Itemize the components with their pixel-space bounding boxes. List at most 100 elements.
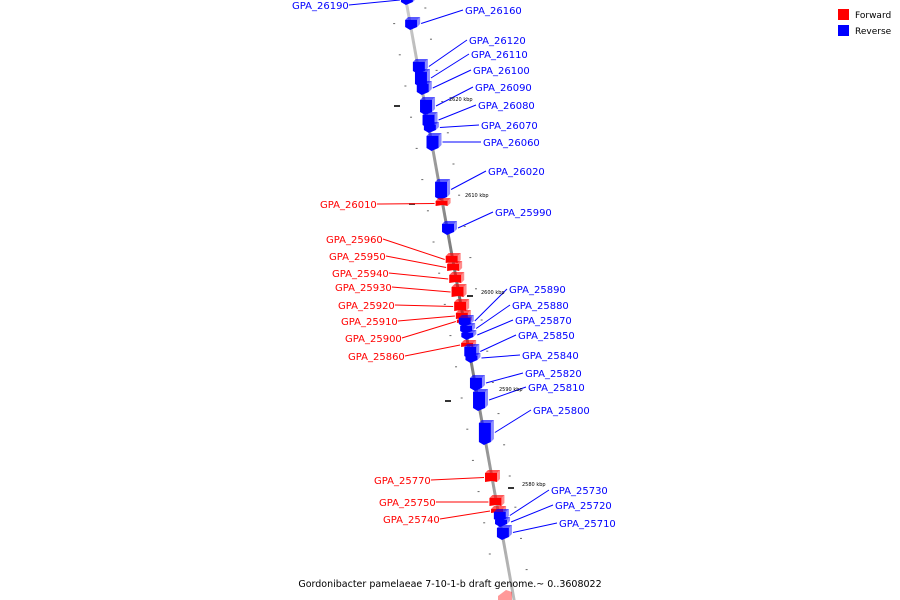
gene-feature[interactable] [423, 122, 439, 133]
gene-top-face [496, 525, 512, 528]
gene-label[interactable]: GPA_26100 [473, 66, 530, 77]
gene-label[interactable]: GPA_26010 [320, 200, 377, 211]
gene-label[interactable]: GPA_25960 [326, 235, 383, 246]
gene-feature[interactable] [451, 284, 467, 297]
gene-feature[interactable] [442, 221, 458, 235]
gene-side-face [466, 299, 470, 311]
gene-label[interactable]: GPA_25840 [522, 351, 579, 362]
gene-label[interactable]: GPA_25990 [495, 208, 552, 219]
gene-feature[interactable] [478, 420, 494, 445]
gene-side-face [424, 59, 428, 71]
gene-leader-line [404, 344, 461, 357]
gene-feature[interactable] [473, 389, 489, 411]
kbp-markers: 2620 kbp 2610 kbp 2600 kbp 2590 kbp 2580… [449, 97, 546, 488]
legend-label-forward: Forward [855, 11, 891, 21]
gene-feature[interactable] [405, 17, 421, 30]
gene-label[interactable]: GPA_26020 [488, 167, 545, 178]
gene-side-face [485, 389, 489, 408]
gene-body [465, 356, 478, 363]
gene-top-face [435, 198, 451, 201]
gene-label[interactable]: GPA_26120 [469, 36, 526, 47]
gene-side-face [412, 0, 415, 2]
gene-label[interactable]: GPA_26110 [471, 50, 528, 61]
gene-body [435, 182, 448, 200]
gene-label[interactable]: GPA_25910 [341, 317, 398, 328]
gene-leader-line [488, 386, 527, 401]
gene-top-face [451, 284, 467, 287]
gene-label[interactable]: GPA_25810 [528, 383, 585, 394]
gene-feature[interactable] [447, 261, 463, 271]
gene-label[interactable]: GPA_25860 [348, 352, 405, 363]
gene-side-face [481, 375, 485, 388]
gene-label[interactable]: GPA_26060 [483, 138, 540, 149]
gene-label[interactable]: GPA_26160 [465, 6, 522, 17]
gene-feature[interactable] [465, 353, 481, 363]
gene-label[interactable]: GPA_25870 [515, 316, 572, 327]
gene-labels: GPA_26190 GPA_26160 GPA_26120 GPA_26110 GPA_… [292, 0, 616, 533]
gene-top-face [414, 69, 430, 72]
gene-top-face [447, 261, 463, 264]
gene-leader-line [376, 203, 435, 205]
gene-side-face [473, 330, 477, 337]
gene-label[interactable]: GPA_25850 [518, 331, 575, 342]
gene-top-face [491, 506, 507, 509]
gene-label[interactable]: GPA_25770 [374, 476, 431, 487]
gene-side-face [457, 253, 461, 263]
gene-feature[interactable] [449, 272, 465, 283]
gene-feature-partial [498, 590, 512, 600]
gene-side-face [438, 133, 442, 148]
gene-label[interactable]: GPA_26090 [475, 83, 532, 94]
gene-leader-line [481, 354, 521, 359]
gene-label[interactable]: GPA_25950 [329, 252, 386, 263]
gene-feature[interactable] [426, 133, 442, 151]
gene-body [449, 275, 462, 283]
gene-side-face [434, 112, 438, 125]
gene-leader-line [474, 288, 508, 322]
gene-feature[interactable] [416, 81, 432, 95]
gene-label[interactable]: GPA_26070 [481, 121, 538, 132]
gene-side-face [454, 221, 458, 232]
gene-label[interactable]: GPA_26080 [478, 101, 535, 112]
gene-label[interactable]: GPA_25720 [555, 501, 612, 512]
gene-label[interactable]: GPA_25900 [345, 334, 402, 345]
gene-side-face [426, 69, 430, 84]
gene-label[interactable]: GPA_26190 [292, 1, 349, 12]
gene-label[interactable]: GPA_25750 [379, 498, 436, 509]
kbp-label: 2590 kbp [499, 387, 523, 393]
gene-leader-line [397, 315, 455, 322]
gene-body [405, 20, 418, 30]
legend-swatch-reverse [838, 25, 849, 36]
gene-feature[interactable] [496, 525, 512, 540]
gene-body [489, 498, 502, 506]
gene-label[interactable]: GPA_25890 [509, 285, 566, 296]
gene-label[interactable]: GPA_25740 [383, 515, 440, 526]
gene-body [451, 287, 464, 297]
gene-feature[interactable] [420, 97, 436, 115]
gene-feature[interactable] [461, 330, 477, 340]
gene-feature[interactable] [400, 0, 416, 5]
gene-feature[interactable] [489, 495, 505, 506]
gene-body [423, 125, 436, 133]
gene-top-face [423, 122, 439, 125]
gene-feature[interactable] [469, 375, 485, 391]
gene-body [469, 378, 482, 391]
gene-label[interactable]: GPA_25820 [525, 369, 582, 380]
gene-top-face [412, 59, 428, 62]
gene-label[interactable]: GPA_25930 [335, 283, 392, 294]
gene-label[interactable]: GPA_25800 [533, 406, 590, 417]
gene-label[interactable]: GPA_25920 [338, 301, 395, 312]
gene-label[interactable]: GPA_25880 [512, 301, 569, 312]
gene-top-face [426, 133, 442, 136]
gene-top-face [485, 470, 501, 473]
gene-label[interactable]: GPA_25710 [559, 519, 616, 530]
gene-feature[interactable] [454, 299, 470, 311]
gene-label[interactable]: GPA_25940 [332, 269, 389, 280]
gene-feature[interactable] [435, 179, 451, 200]
gene-feature[interactable] [485, 470, 501, 482]
gene-side-face [508, 525, 512, 537]
gene-leader-line [420, 9, 464, 24]
gene-label[interactable]: GPA_25730 [551, 486, 608, 497]
gene-top-face [454, 299, 470, 302]
gene-feature[interactable] [435, 198, 451, 206]
